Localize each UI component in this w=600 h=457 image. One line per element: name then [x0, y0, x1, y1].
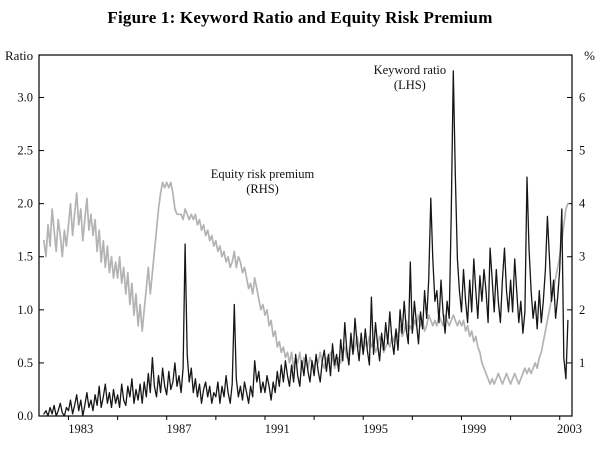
- left-axis-tick-label: 2.5: [17, 144, 33, 158]
- right-axis-tick-label: 6: [579, 90, 585, 104]
- left-axis-tick-label: 3.0: [17, 90, 33, 104]
- series-annotation: Keyword ratio (LHS): [374, 63, 447, 92]
- x-axis-tick-label: 2003: [557, 422, 582, 436]
- right-axis-tick-label: 5: [579, 144, 585, 158]
- x-axis-tick-label: 1983: [68, 422, 93, 436]
- right-axis-tick-label: 4: [579, 197, 586, 211]
- left-axis-tick-label: 1.5: [17, 250, 33, 264]
- left-axis-tick-label: 1.0: [17, 303, 33, 317]
- right-axis-tick-label: 3: [579, 250, 585, 264]
- x-axis-tick-label: 1987: [167, 422, 192, 436]
- figure-title: Figure 1: Keyword Ratio and Equity Risk …: [107, 8, 493, 27]
- right-axis-tick-label: 1: [579, 356, 585, 370]
- left-axis-tick-label: 0.5: [17, 356, 33, 370]
- right-axis-tick-label: 2: [579, 303, 585, 317]
- left-axis-tick-label: 0.0: [17, 409, 33, 423]
- series-annotation: Equity risk premium (RHS): [211, 167, 315, 196]
- left-axis-tick-label: 2.0: [17, 197, 33, 211]
- x-axis-tick-label: 1999: [461, 422, 486, 436]
- left-axis-unit: Ratio: [5, 48, 33, 63]
- plot-frame: [38, 54, 573, 417]
- chart-canvas: Ratio % 0.0 0.5 1.0 1.5 2.0 2.5 3.0 1 2 3 4 5 6 1983 198…: [5, 48, 595, 436]
- x-axis-tick-label: 1995: [363, 422, 388, 436]
- series-line-equity-risk-premium: [43, 181, 569, 385]
- x-axis-tick-label: 1991: [265, 422, 290, 436]
- series-line-keyword-ratio: [43, 70, 569, 417]
- right-axis-unit: %: [584, 48, 595, 63]
